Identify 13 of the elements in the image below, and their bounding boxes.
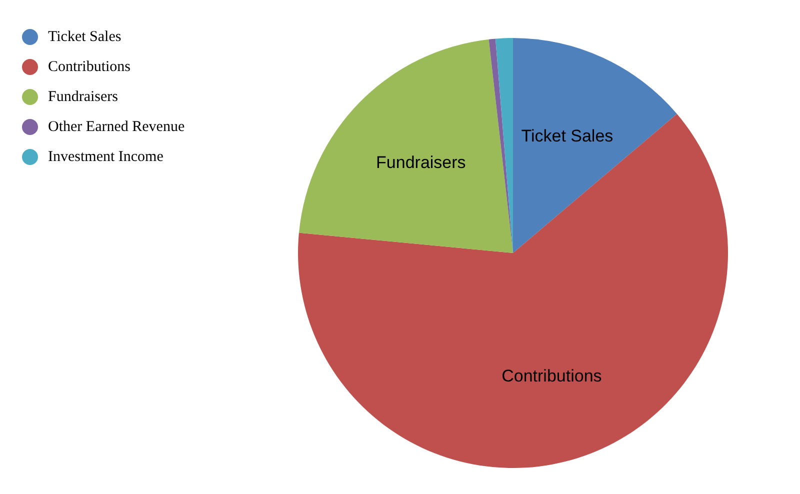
data-label: Fundraisers [376,153,466,172]
pie-slice [298,114,728,468]
legend-label: Fundraisers [48,88,118,107]
data-label: Contributions [502,366,602,386]
pie-slice [513,38,677,253]
legend-label: Ticket Sales [48,28,122,47]
legend-label: Contributions [48,58,131,77]
pie-slice [495,38,513,253]
legend-label: Investment Income [48,148,164,167]
pie-slice [488,38,513,253]
data-label: Ticket Sales [521,126,614,146]
pie-slice [298,39,513,253]
legend-label: Other Earned Revenue [48,118,185,137]
